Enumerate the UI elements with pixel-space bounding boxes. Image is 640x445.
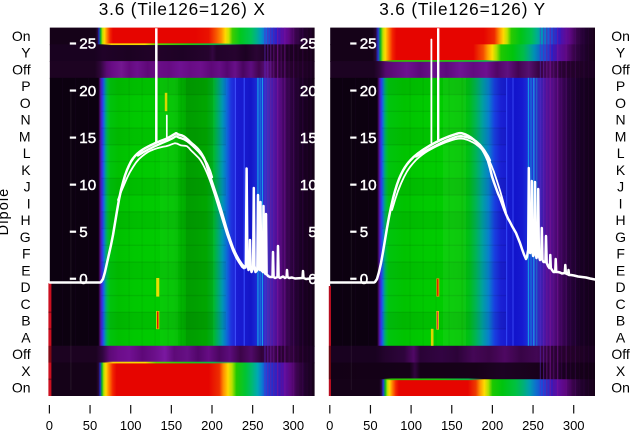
svg-text:3.6 (Tile126=126) X: 3.6 (Tile126=126) X xyxy=(99,0,266,19)
svg-text:N: N xyxy=(616,112,626,128)
svg-text:N: N xyxy=(20,112,30,128)
svg-text:I: I xyxy=(27,195,31,211)
svg-text:C: C xyxy=(616,296,626,312)
svg-text:10: 10 xyxy=(300,177,317,194)
svg-text:On: On xyxy=(611,28,630,44)
svg-text:50: 50 xyxy=(83,418,97,433)
svg-text:300: 300 xyxy=(563,418,585,433)
svg-text:E: E xyxy=(21,262,30,278)
svg-text:L: L xyxy=(23,145,31,161)
svg-text:5: 5 xyxy=(79,224,87,241)
svg-text:300: 300 xyxy=(282,418,304,433)
svg-text:Dipole: Dipole xyxy=(0,188,12,236)
svg-text:3.6 (Tile126=126) Y: 3.6 (Tile126=126) Y xyxy=(379,0,546,19)
svg-text:200: 200 xyxy=(201,418,223,433)
svg-text:200: 200 xyxy=(482,418,504,433)
svg-text:Off: Off xyxy=(12,346,31,362)
svg-text:250: 250 xyxy=(522,418,544,433)
svg-text:20: 20 xyxy=(360,83,377,100)
svg-text:D: D xyxy=(20,279,30,295)
svg-text:A: A xyxy=(616,329,626,345)
svg-text:C: C xyxy=(20,296,30,312)
svg-text:20: 20 xyxy=(300,83,317,100)
svg-text:0: 0 xyxy=(46,418,53,433)
svg-text:15: 15 xyxy=(300,130,317,147)
svg-text:Off: Off xyxy=(12,62,31,78)
svg-text:P: P xyxy=(21,78,30,94)
svg-text:10: 10 xyxy=(360,177,377,194)
svg-text:E: E xyxy=(616,262,625,278)
svg-text:Y: Y xyxy=(21,45,31,61)
svg-text:5: 5 xyxy=(360,224,368,241)
svg-text:On: On xyxy=(12,28,31,44)
svg-text:50: 50 xyxy=(363,418,377,433)
svg-text:X: X xyxy=(21,363,31,379)
svg-text:B: B xyxy=(616,313,625,329)
svg-text:G: G xyxy=(20,229,31,245)
svg-text:10: 10 xyxy=(79,177,96,194)
svg-text:0: 0 xyxy=(326,418,333,433)
svg-text:J: J xyxy=(617,179,624,195)
svg-text:0: 0 xyxy=(79,271,87,288)
svg-text:G: G xyxy=(615,229,626,245)
svg-text:15: 15 xyxy=(360,130,377,147)
svg-text:D: D xyxy=(616,279,626,295)
svg-text:A: A xyxy=(21,329,31,345)
svg-text:On: On xyxy=(12,380,31,396)
svg-text:H: H xyxy=(616,212,626,228)
svg-text:On: On xyxy=(611,380,630,396)
svg-text:250: 250 xyxy=(242,418,264,433)
svg-text:25: 25 xyxy=(79,36,96,53)
svg-text:I: I xyxy=(619,195,623,211)
svg-text:J: J xyxy=(24,179,31,195)
svg-text:P: P xyxy=(616,78,625,94)
svg-text:H: H xyxy=(20,212,30,228)
svg-text:L: L xyxy=(617,145,625,161)
svg-text:B: B xyxy=(21,313,30,329)
svg-text:0: 0 xyxy=(360,271,368,288)
svg-text:O: O xyxy=(20,95,31,111)
svg-text:M: M xyxy=(19,128,31,144)
svg-text:M: M xyxy=(615,128,627,144)
svg-text:K: K xyxy=(21,162,31,178)
svg-text:25: 25 xyxy=(300,36,317,53)
svg-text:150: 150 xyxy=(441,418,463,433)
svg-text:100: 100 xyxy=(400,418,422,433)
svg-text:K: K xyxy=(616,162,626,178)
svg-text:5: 5 xyxy=(308,224,316,241)
svg-text:0: 0 xyxy=(308,271,316,288)
svg-text:O: O xyxy=(615,95,626,111)
svg-text:100: 100 xyxy=(120,418,142,433)
svg-text:Off: Off xyxy=(611,62,630,78)
svg-text:X: X xyxy=(616,363,626,379)
svg-text:F: F xyxy=(22,246,31,262)
svg-text:Y: Y xyxy=(616,45,626,61)
svg-text:Off: Off xyxy=(611,346,630,362)
svg-text:15: 15 xyxy=(79,130,96,147)
svg-text:20: 20 xyxy=(79,83,96,100)
svg-text:F: F xyxy=(616,246,625,262)
svg-text:25: 25 xyxy=(360,36,377,53)
svg-text:150: 150 xyxy=(160,418,182,433)
